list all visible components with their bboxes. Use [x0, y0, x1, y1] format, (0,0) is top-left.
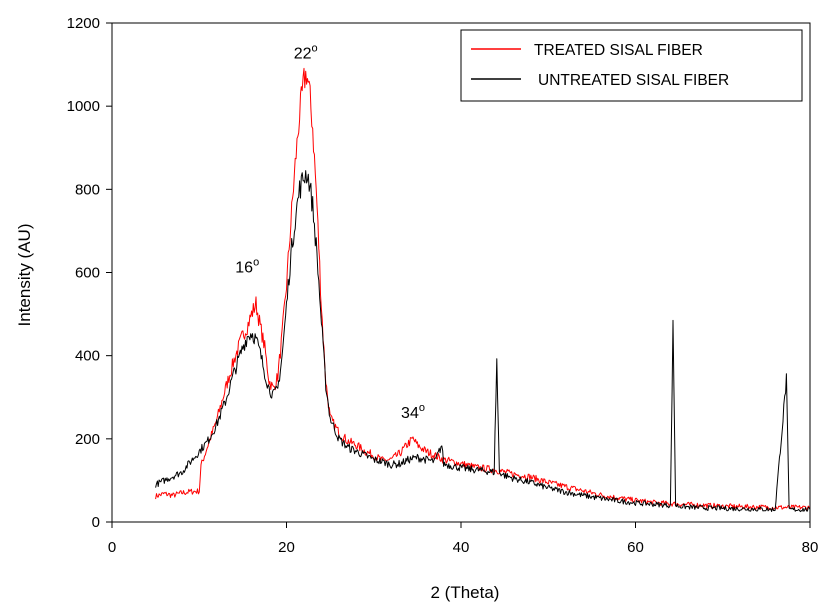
series-line-treated: [155, 67, 811, 511]
legend: TREATED SISAL FIBER UNTREATED SISAL FIBE…: [460, 29, 803, 102]
series-layer: [155, 67, 811, 513]
y-axis-label: Intensity (AU): [15, 224, 34, 327]
y-tick-label: 1000: [67, 98, 100, 115]
y-tick-label: 400: [75, 348, 100, 365]
peak-annotation: 34o: [401, 402, 425, 422]
x-tick-label: 80: [802, 539, 819, 556]
legend-label-treated: TREATED SISAL FIBER: [534, 42, 703, 59]
legend-label-untreated: UNTREATED SISAL FIBER: [538, 72, 729, 89]
y-tick-label: 600: [75, 265, 100, 282]
series-line-untreated: [155, 170, 811, 513]
peak-annotation: 16o: [235, 257, 259, 277]
y-tick-label: 200: [75, 431, 100, 448]
x-tick-label: 0: [108, 539, 116, 556]
x-tick-label: 20: [278, 539, 295, 556]
x-tick-label: 40: [453, 539, 470, 556]
x-axis-label: 2 (Theta): [431, 583, 500, 602]
peak-annotation: 22o: [294, 42, 318, 62]
y-tick-label: 1200: [67, 15, 100, 32]
x-tick-label: 60: [627, 539, 644, 556]
legend-box: [460, 29, 803, 102]
y-tick-label: 0: [92, 514, 100, 531]
y-tick-label: 800: [75, 181, 100, 198]
annotation-layer: 16o 22o 34o: [235, 42, 425, 422]
